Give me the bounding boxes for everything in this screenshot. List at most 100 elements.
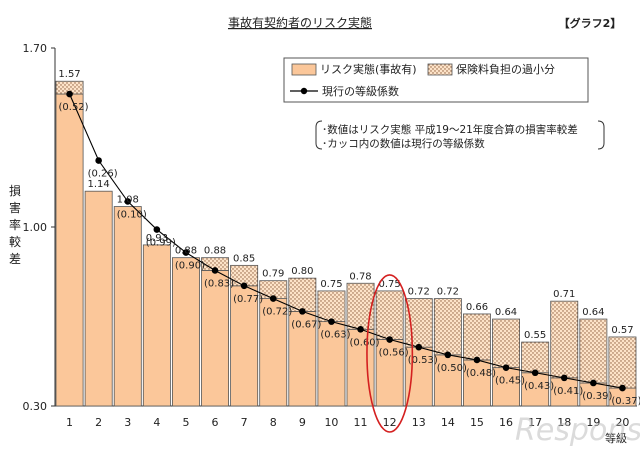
coefficient-value-label: (0.72) (262, 307, 292, 318)
x-tick-label: 10 (324, 416, 338, 429)
y-axis-label-char: 害 (9, 200, 21, 215)
bar-value-label: 0.80 (291, 266, 313, 277)
bar (288, 310, 317, 407)
note-line-1: ･数値はリスク実態 平成19～21年度合算の損害率較差 (322, 123, 578, 136)
bar-value-label: 1.14 (88, 179, 110, 190)
coefficient-point (560, 374, 568, 382)
coefficient-point (299, 308, 306, 315)
bar (462, 359, 491, 407)
bar-value-label: 0.79 (262, 269, 284, 280)
coefficient-point (328, 318, 335, 325)
coefficient-point (269, 295, 277, 302)
coefficient-value-label: (0.56) (379, 348, 409, 359)
bar-underpaid-segment (346, 282, 375, 330)
legend-swatch-marker (300, 87, 308, 95)
bar-value-label: 0.88 (204, 246, 226, 257)
bar (113, 206, 142, 407)
legend-label-dots: 保険料負担の過小分 (456, 62, 555, 76)
notes-bracket-right (597, 120, 605, 150)
x-tick-label: 18 (557, 416, 571, 429)
coefficient-point (473, 356, 481, 364)
coefficient-point (502, 364, 510, 371)
bar-value-label: 0.55 (524, 330, 546, 341)
bar-underpaid-segment (433, 298, 462, 356)
bar-value-label: 0.85 (233, 253, 255, 264)
bar-underpaid-segment (404, 298, 433, 348)
coefficient-point (211, 267, 219, 274)
bar-value-label: 0.88 (175, 246, 197, 257)
bar-value-label: 0.71 (553, 289, 575, 300)
coefficient-point (531, 369, 539, 377)
coefficient-value-label: (0.39) (582, 391, 612, 402)
x-tick-label: 1 (66, 416, 73, 429)
y-axis-label-char: 差 (9, 252, 21, 266)
x-tick-label: 6 (212, 416, 219, 429)
legend-label-line: 現行の等級係数 (322, 84, 399, 98)
x-tick-label: 15 (470, 416, 484, 429)
coefficient-point (444, 351, 452, 359)
legend-swatch-dots (427, 63, 453, 76)
coefficient-value-label: (0.52) (59, 102, 89, 113)
coefficient-value-label: (0.83) (204, 278, 234, 289)
bar (55, 93, 84, 407)
coefficient-line (69, 93, 623, 389)
y-axis-label-char: 較 (9, 234, 21, 249)
y-tick-label: 1.70 (23, 42, 48, 55)
coefficient-point (66, 90, 73, 98)
bar (375, 339, 404, 407)
bar-value-label: 0.72 (437, 287, 459, 298)
coefficient-point (124, 198, 132, 205)
coefficient-value-label: (0.60) (350, 337, 380, 348)
bar (230, 285, 259, 407)
bar-value-label: 0.93 (146, 233, 168, 244)
bar (201, 270, 230, 407)
bar-underpaid-segment (579, 318, 608, 384)
coefficient-value-label: (0.67) (291, 319, 321, 330)
chart-title: 事故有契約者のリスク実態 (228, 15, 372, 30)
bar (259, 298, 288, 407)
coefficient-point (357, 325, 364, 333)
bar-value-label: 0.72 (408, 287, 430, 298)
bar-value-label: 0.64 (495, 307, 517, 318)
highlight-ellipse (366, 274, 414, 433)
coefficient-value-label: (0.37) (611, 396, 640, 407)
bar (492, 367, 521, 407)
coefficient-value-label: (0.48) (466, 368, 496, 379)
graph-number-label: 【グラフ2】 (559, 16, 622, 30)
coefficient-point (415, 343, 423, 351)
legend-label-bar: リスク実態(事故有) (320, 62, 417, 76)
coefficient-point (95, 157, 102, 164)
legend: リスク実態(事故有) 保険料負担の過小分 現行の等級係数 (283, 57, 589, 103)
x-axis-label: 等級 (605, 431, 627, 445)
coefficient-point (153, 226, 161, 233)
note-line-2: ･カッコ内の数値は現行の等級係数 (322, 137, 485, 150)
bar (84, 190, 113, 407)
bar-value-label: 0.64 (582, 307, 604, 318)
bar (142, 244, 171, 407)
bar-value-label: 0.78 (349, 271, 371, 282)
x-tick-label: 9 (299, 416, 306, 429)
bar-underpaid-segment (317, 290, 346, 323)
coefficient-point (619, 384, 626, 392)
bar-underpaid-segment (462, 313, 491, 361)
x-tick-label: 14 (441, 416, 455, 429)
y-tick-label: 1.00 (23, 221, 48, 234)
x-tick-label: 20 (615, 416, 629, 429)
coefficient-value-label: (0.90) (175, 261, 205, 272)
bar-value-label: 0.75 (379, 279, 401, 290)
x-tick-label: 8 (270, 416, 277, 429)
x-tick-label: 5 (182, 416, 189, 429)
coefficient-value-label: (0.53) (408, 355, 438, 366)
y-axis-label-char: 損 (9, 183, 21, 198)
y-axis-label-char: 率 (9, 217, 21, 232)
bar-underpaid-segment (608, 336, 637, 389)
bar-underpaid-segment (492, 318, 521, 369)
bar-value-label: 0.66 (466, 302, 488, 313)
coefficient-value-label: (0.43) (524, 381, 554, 392)
x-tick-label: 19 (586, 416, 600, 429)
coefficient-point (240, 282, 248, 290)
bar-underpaid-segment (550, 300, 579, 379)
x-tick-label: 13 (412, 416, 426, 429)
